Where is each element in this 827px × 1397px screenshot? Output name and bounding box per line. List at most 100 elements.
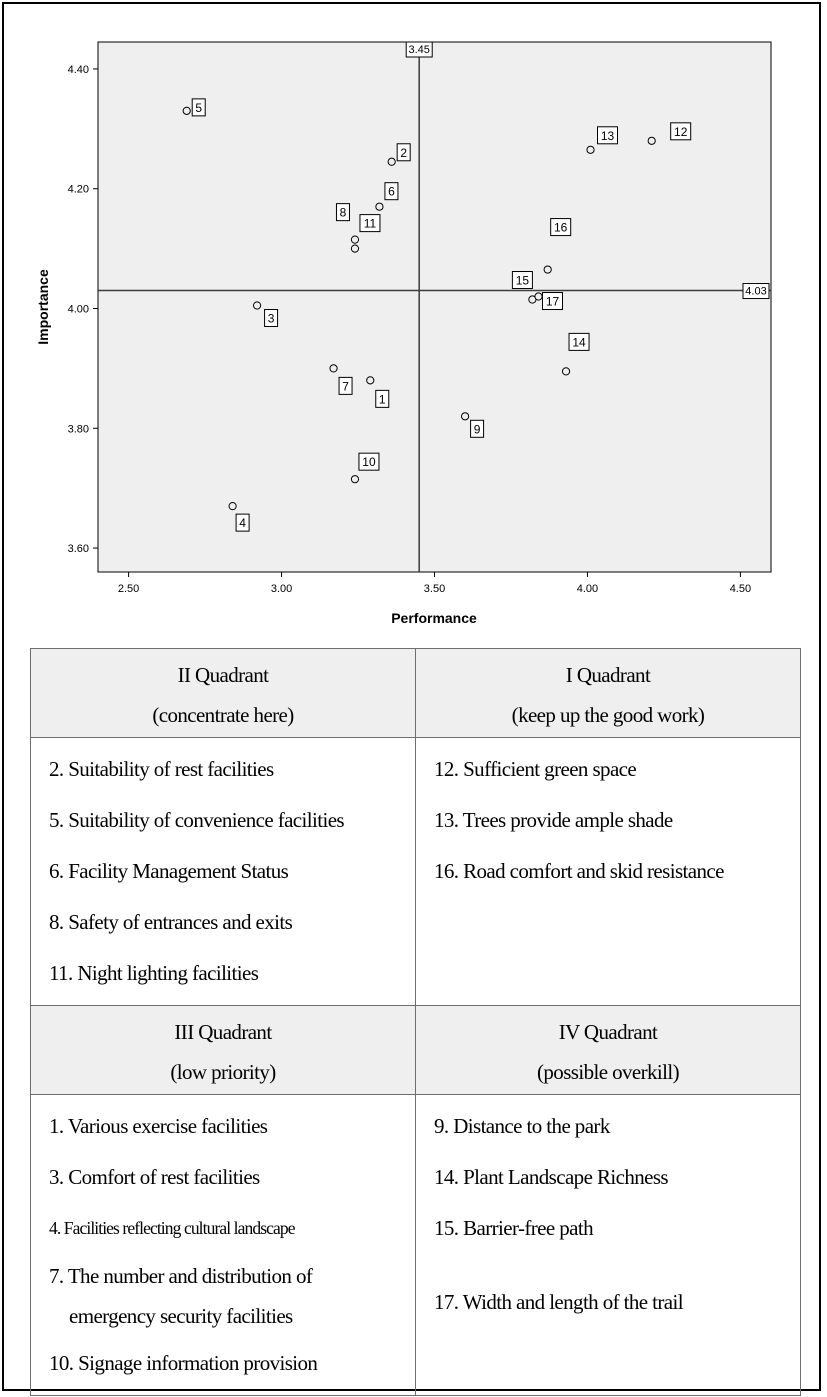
point-label: 10 [362, 455, 376, 469]
scatter-point-6: 6 [375, 182, 399, 211]
list-item: 6. Facility Management Status [49, 859, 289, 883]
list-item: 7. The number and distribution of emerge… [49, 1254, 415, 1338]
point-marker [228, 502, 237, 511]
quadrant-2-items: 2. Suitability of rest facilities 5. Sui… [30, 737, 416, 1006]
scatter-point-11: 11 [350, 214, 381, 253]
quadrant-3-title: III Quadrant [174, 1020, 272, 1044]
point-label: 14 [572, 335, 586, 349]
list-item: 14. Plant Landscape Richness [434, 1165, 669, 1189]
x-axis-title: Performance [391, 610, 477, 626]
x-tick-label: 3.00 [271, 583, 292, 595]
y-tick-label: 3.80 [68, 423, 89, 435]
list-item: 3. Comfort of rest facilities [49, 1165, 260, 1189]
performance-mean-label: 3.45 [405, 41, 433, 58]
y-axis-title: Importance [35, 269, 51, 345]
point-label: 11 [364, 217, 377, 231]
point-label: 13 [601, 129, 615, 143]
list-item: 4. Facilities reflecting cultural landsc… [49, 1218, 295, 1238]
y-tick-label: 3.60 [68, 543, 89, 555]
list-item: 12. Sufficient green space [434, 757, 637, 781]
quadrant-items-row-bottom: 1. Various exercise facilities 3. Comfor… [30, 1094, 801, 1396]
list-item-line: 7. The number and distribution of [49, 1264, 313, 1288]
point-marker [586, 145, 595, 154]
point-label: 12 [674, 125, 688, 139]
point-marker [350, 235, 360, 244]
quadrant-3-header: III Quadrant (low priority) [30, 1005, 416, 1095]
importance-mean-value: 4.03 [745, 286, 766, 298]
quadrant-4-title: IV Quadrant [558, 1020, 658, 1044]
point-marker [366, 376, 375, 385]
point-label: 8 [340, 206, 347, 220]
list-item: 13. Trees provide ample shade [434, 808, 673, 832]
point-label-box [384, 182, 399, 201]
point-label: 16 [554, 221, 568, 235]
point-marker [252, 301, 262, 310]
scatter-point-13: 13 [586, 126, 619, 154]
point-label-box [358, 452, 380, 471]
point-marker [534, 292, 543, 301]
point-label-box [359, 214, 381, 233]
quadrant-header-row-bottom: III Quadrant (low priority) IV Quadrant … [30, 1005, 801, 1095]
scatter-point-14: 14 [561, 332, 590, 376]
point-label-box [568, 332, 590, 351]
point-marker [350, 475, 360, 484]
point-label-box [670, 122, 692, 141]
ipa-scatter-chart: 2.50 3.00 3.50 4.00 4.50 3.60 3.80 4.00 4.20 4.4… [35, 41, 772, 626]
point-marker [561, 367, 571, 376]
quadrant-4-subtitle: (possible overkill) [537, 1060, 680, 1084]
y-tick-label: 4.00 [68, 303, 89, 315]
point-marker [375, 202, 384, 211]
point-marker [647, 136, 656, 145]
point-marker [460, 412, 470, 421]
list-item: 1. Various exercise facilities [49, 1114, 268, 1138]
point-marker [543, 265, 552, 274]
x-tick-label: 4.50 [730, 583, 751, 595]
x-tick-label: 2.50 [118, 583, 139, 595]
scatter-point-1: 1 [366, 376, 390, 408]
quadrant-3-subtitle: (low priority) [170, 1060, 276, 1084]
list-item: 17. Width and length of the trail [434, 1290, 684, 1314]
scatter-point-7: 7 [329, 364, 353, 395]
quadrant-1-items: 12. Sufficient green space 13. Trees pro… [415, 737, 801, 1006]
list-item: 8. Safety of entrances and exits [49, 910, 293, 934]
point-label-box [597, 126, 619, 145]
point-label: 17 [546, 295, 560, 309]
point-label-box [542, 292, 564, 311]
point-label-box [335, 203, 350, 222]
point-label-box [191, 98, 206, 117]
scatter-point-8: 8 [335, 203, 360, 244]
quadrant-header-row-top: II Quadrant (concentrate here) I Quadran… [30, 648, 801, 738]
list-item: 16. Road comfort and skid resistance [434, 859, 724, 883]
point-label-box [264, 309, 279, 328]
list-item-line: emergency security facilities [69, 1304, 293, 1328]
scatter-point-2: 2 [387, 143, 411, 166]
point-label-box [375, 389, 390, 408]
y-tick-label: 4.20 [68, 184, 89, 196]
point-marker [182, 106, 191, 115]
performance-mean-value: 3.45 [408, 44, 429, 56]
point-label-box [470, 419, 485, 438]
point-label: 6 [388, 185, 395, 199]
list-item: 10. Signage information provision [49, 1351, 318, 1375]
quadrant-2-subtitle: (concentrate here) [152, 703, 294, 727]
quadrant-2-title: II Quadrant [177, 663, 269, 687]
scatter-point-9: 9 [460, 412, 485, 438]
point-label: 15 [516, 274, 530, 288]
scatter-point-4: 4 [228, 502, 250, 532]
quadrant-1-title: I Quadrant [565, 663, 651, 687]
point-label-box [338, 376, 353, 395]
quadrant-4-items: 9. Distance to the park 14. Plant Landsc… [415, 1094, 801, 1396]
scatter-point-15: 15 [511, 271, 537, 304]
scatter-point-16: 16 [543, 218, 572, 274]
point-label-box [550, 218, 572, 237]
point-marker [329, 364, 338, 373]
point-label: 5 [195, 101, 202, 115]
point-label: 3 [268, 312, 275, 326]
x-tick-label: 4.00 [577, 583, 598, 595]
point-label: 1 [379, 392, 386, 406]
scatter-point-10: 10 [350, 452, 380, 484]
point-label: 4 [239, 516, 246, 530]
y-tick-label: 4.40 [68, 64, 89, 76]
point-label-box [235, 513, 250, 532]
point-label: 9 [474, 422, 481, 436]
